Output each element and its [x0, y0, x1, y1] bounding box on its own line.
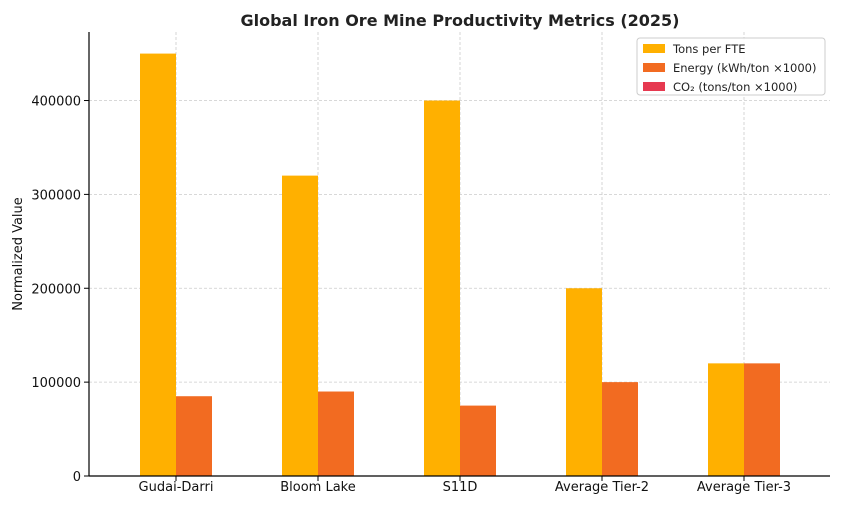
x-tick-label: Gudai-Darri: [139, 480, 214, 495]
legend-swatch: [643, 82, 665, 91]
bar-bloom-lake-series-0: [282, 175, 318, 476]
y-ticks: 0 100000 200000 300000 400000: [31, 95, 89, 485]
y-tick-label: 300000: [31, 188, 81, 203]
x-tick-label: Average Tier-2: [555, 480, 649, 495]
x-tick-label: S11D: [443, 480, 478, 495]
x-ticks: Gudai-Darri Bloom Lake S11D Average Tier-2 A…: [139, 476, 791, 495]
bar-average-tier-3-series-0: [708, 363, 744, 476]
bars: [140, 53, 780, 477]
y-tick-label: 0: [73, 470, 81, 485]
y-tick-label: 200000: [31, 282, 81, 297]
legend-label: Energy (kWh/ton ×1000): [673, 61, 816, 75]
legend-swatch: [643, 44, 665, 53]
bar-average-tier-3-series-1: [744, 363, 780, 476]
bar-s11d-series-0: [424, 100, 460, 476]
y-tick-label: 400000: [31, 95, 81, 110]
x-tick-label: Average Tier-3: [697, 480, 791, 495]
legend-box: [636, 37, 826, 96]
bar-gudai-darri-series-1: [176, 396, 212, 476]
legend-label: Tons per FTE: [672, 42, 746, 56]
legend-label: CO₂ (tons/ton ×1000): [673, 80, 797, 94]
y-axis-label: Normalized Value: [11, 197, 26, 311]
legend: Tons per FTE Energy (kWh/ton ×1000) CO₂ (t…: [636, 37, 826, 96]
bar-average-tier-2-series-1: [602, 382, 638, 476]
bar-s11d-series-1: [460, 405, 496, 476]
y-tick-label: 100000: [31, 376, 81, 391]
legend-swatch: [643, 63, 665, 72]
bar-average-tier-2-series-0: [566, 288, 602, 476]
bar-gudai-darri-series-0: [140, 53, 176, 477]
x-tick-label: Bloom Lake: [280, 480, 356, 495]
bar-bloom-lake-series-1: [318, 391, 354, 476]
chart-title: Global Iron Ore Mine Productivity Metric…: [240, 11, 679, 30]
